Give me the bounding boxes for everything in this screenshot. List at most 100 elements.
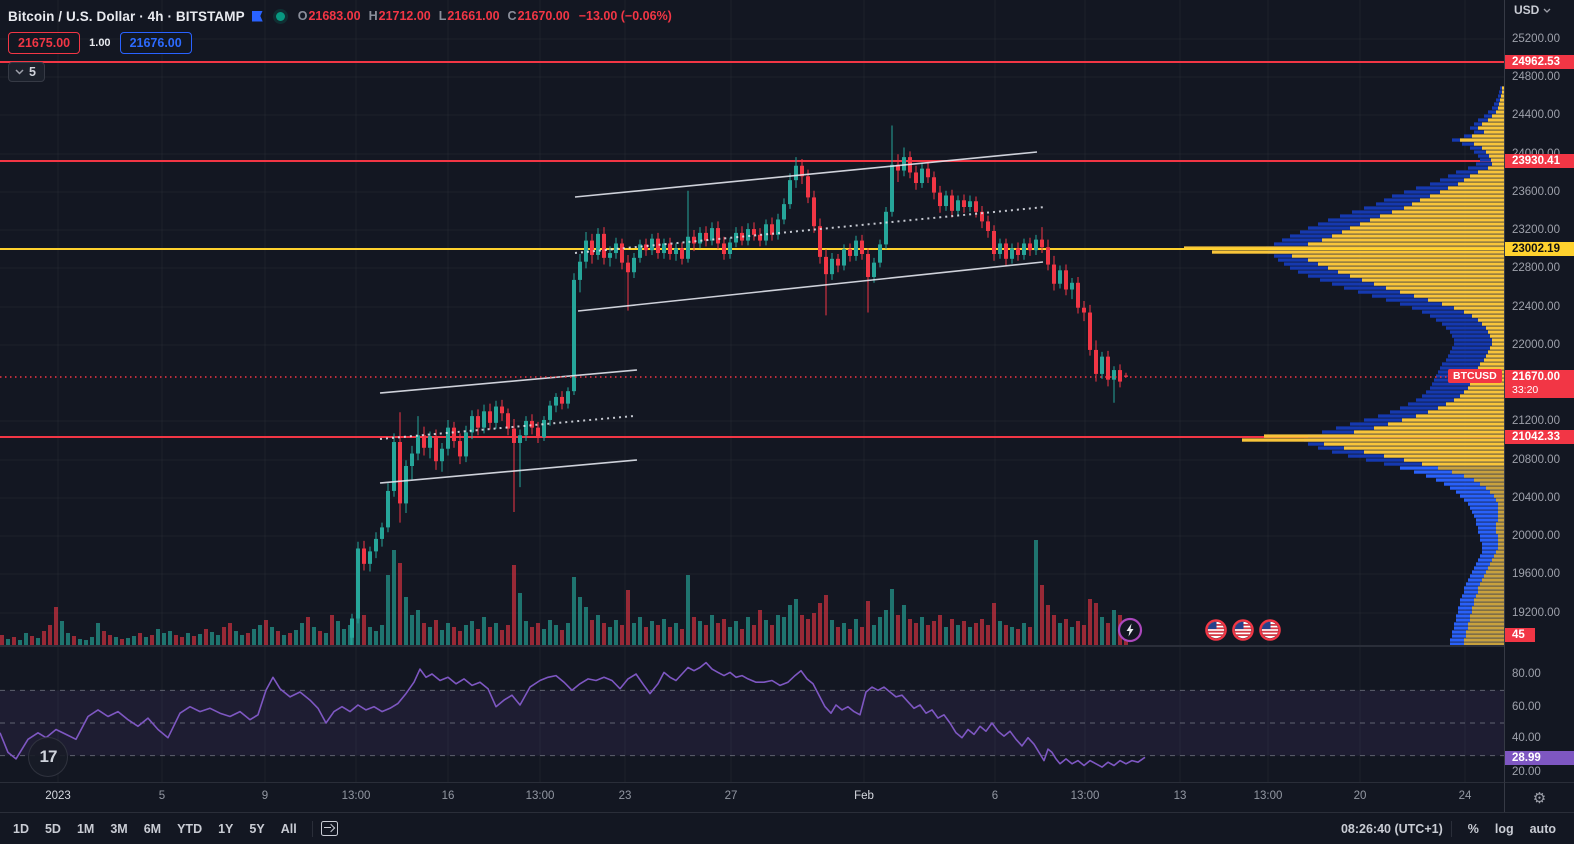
percent-scale-button[interactable]: % [1467,821,1479,836]
candle-body [980,211,984,222]
range-button-6m[interactable]: 6M [143,821,162,836]
go-to-date-icon[interactable] [320,821,338,836]
volume-bar [662,619,666,645]
volume-bar [1028,627,1032,645]
sell-button[interactable]: 21675.00 [8,32,81,54]
symbol-price-tag[interactable]: BTCUSD [1448,369,1502,383]
time-tick[interactable]: 13 [1173,790,1187,802]
time-tick[interactable]: 23 [618,790,632,802]
profile-bar-yellow [1466,630,1504,634]
trendline-lower[interactable] [379,459,638,484]
axis-settings-corner[interactable]: ⚙ [1504,782,1574,812]
range-button-ytd[interactable]: YTD [177,821,203,836]
candle-body [710,228,714,241]
profile-bar-yellow [1438,466,1504,470]
profile-bar-blue [1478,530,1504,534]
trendline-lower[interactable] [577,261,1044,312]
candle-body [848,249,852,256]
candle-body [896,164,900,171]
range-button-1y[interactable]: 1Y [218,821,234,836]
trendline-upper[interactable] [379,369,638,394]
volume-bar [416,610,420,645]
indicators-collapse-button[interactable]: 5 [8,62,45,82]
flag-stripe [1234,630,1252,633]
volume-bar [198,634,202,645]
time-tick[interactable]: 9 [261,790,269,802]
volume-bar [554,625,558,645]
flag-icon[interactable] [251,10,263,22]
profile-bar-yellow [1292,254,1504,258]
range-button-5d[interactable]: 5D [44,821,61,836]
auto-scale-button[interactable]: auto [1529,821,1556,836]
time-tick[interactable]: 24 [1458,790,1472,802]
time-axis[interactable]: 2023 5 9 13:00 16 13:00 23 27 Feb 6 13:00 13 13:00 20… [0,782,1504,812]
order-panel: 21675.00 1.00 21676.00 [8,32,192,54]
us-flag-event-icon[interactable] [1259,619,1281,641]
profile-bar-yellow [1308,258,1504,262]
trendline-upper[interactable] [574,151,1038,198]
profile-bar-yellow [1498,542,1504,546]
gear-icon[interactable]: ⚙ [1532,789,1547,807]
low-value: 21661.00 [447,9,500,23]
time-tick[interactable]: 16 [441,790,455,802]
volume-bar [536,623,540,645]
trendline-mid[interactable] [574,206,1046,254]
range-button-1m[interactable]: 1M [76,821,95,836]
volume-bar [1070,627,1074,645]
time-tick[interactable]: 13:00 [1253,790,1283,802]
rsi-line[interactable] [0,661,1146,768]
range-button-all[interactable]: All [280,821,297,836]
time-tick[interactable]: 13:00 [525,790,555,802]
trendline-mid[interactable] [379,415,635,440]
toolbar-divider [311,820,313,837]
time-tick[interactable]: 13:00 [341,790,371,802]
volume-bar [920,617,924,645]
time-tick[interactable]: 5 [158,790,166,802]
profile-bar-yellow [1496,526,1504,530]
symbol-title[interactable]: Bitcoin / U.S. Dollar · 4h · BITSTAMP [8,8,245,24]
volume-bar [638,617,642,645]
candle-body [620,243,624,263]
lightning-event-icon[interactable] [1117,617,1143,643]
profile-bar-yellow [1502,86,1504,90]
volume-bar [246,633,250,645]
candle-body [878,244,882,263]
profile-bar-blue [1454,342,1504,346]
profile-bar-yellow [1454,306,1504,310]
us-flag-event-icon[interactable] [1232,619,1254,641]
candle-body [458,441,462,457]
chart-canvas[interactable] [0,0,1504,782]
profile-bar-yellow [1460,138,1504,142]
range-button-5y[interactable]: 5Y [249,821,265,836]
time-tick[interactable]: 13:00 [1070,790,1100,802]
profile-bar-yellow [1420,198,1504,202]
clock[interactable]: 08:26:40 (UTC+1) [1340,821,1443,836]
buy-button[interactable]: 21676.00 [119,32,192,54]
upper-channel[interactable] [574,151,1046,312]
range-button-1d[interactable]: 1D [13,821,29,836]
tradingview-logo[interactable]: 17 [28,737,68,777]
profile-bar-blue [1432,382,1504,386]
volume-bar [734,621,738,645]
time-tick[interactable]: 2023 [45,790,71,802]
candle-body [350,618,354,638]
volume-bar [818,603,822,645]
symbol-legend[interactable]: Bitcoin / U.S. Dollar · 4h · BITSTAMP O2… [8,5,672,27]
candle-body [722,243,726,255]
time-tick[interactable]: 20 [1353,790,1367,802]
time-tick[interactable]: 6 [991,790,999,802]
time-tick[interactable]: Feb [854,790,874,802]
profile-bar-yellow [1324,442,1504,446]
candle-body [1082,307,1086,313]
log-scale-button[interactable]: log [1494,821,1514,836]
range-button-3m[interactable]: 3M [110,821,128,836]
profile-bar-yellow [1404,206,1504,210]
lower-channel[interactable] [379,369,638,484]
candle-countdown: 33:20 [1512,384,1539,396]
us-flag-event-icon[interactable] [1205,619,1227,641]
price-axis[interactable]: USD 25200.0024800.0024400.0024000.002360… [1504,0,1574,812]
currency-dropdown[interactable]: USD [1514,3,1551,17]
indicators-count: 5 [29,65,36,79]
time-tick[interactable]: 27 [724,790,738,802]
volume-bar [722,619,726,645]
